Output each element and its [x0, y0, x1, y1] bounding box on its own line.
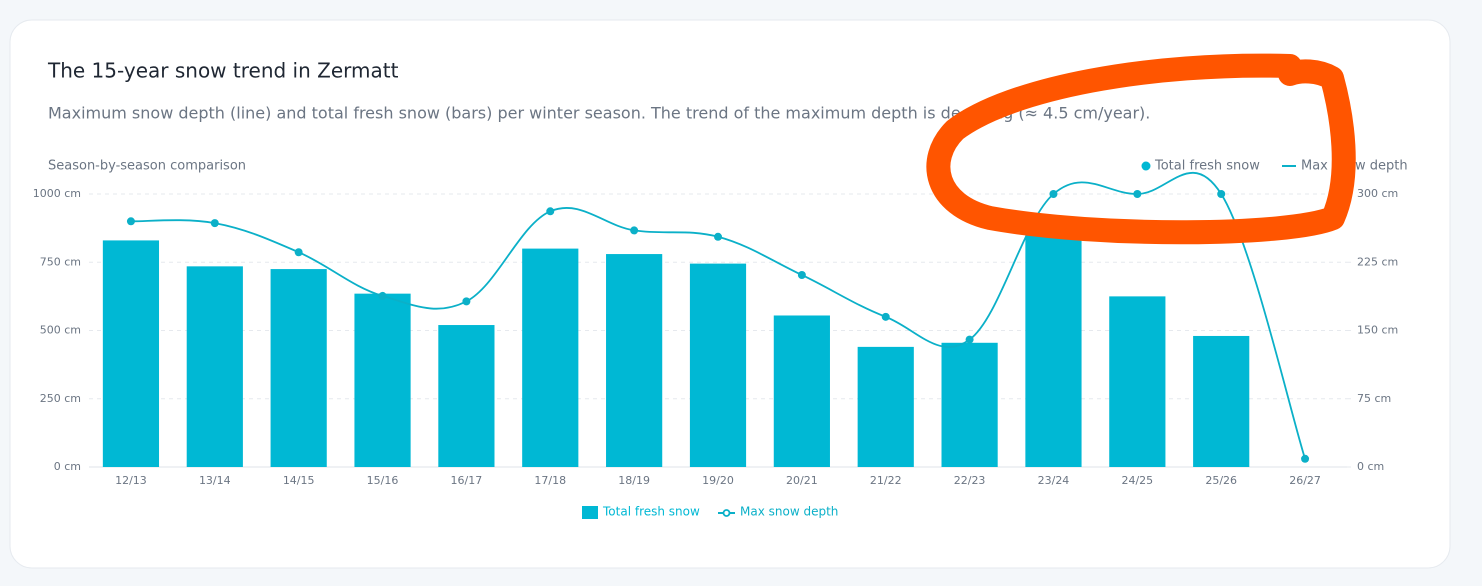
- x-tick-label: 13/14: [199, 474, 231, 487]
- line-point: [881, 312, 890, 321]
- bar: [1193, 335, 1250, 467]
- line-point: [1049, 190, 1058, 198]
- y2-tick-label: 0 cm: [1357, 460, 1384, 473]
- x-tick-label: 25/26: [1205, 474, 1237, 487]
- x-tick-label: 16/17: [451, 474, 483, 487]
- bar: [1025, 225, 1082, 467]
- y2-tick-label: 300 cm: [1357, 187, 1398, 200]
- line-point: [126, 217, 135, 226]
- line-point: [797, 270, 806, 279]
- bar: [438, 325, 495, 467]
- x-tick-label: 22/23: [954, 474, 986, 487]
- y-tick-label: 250 cm: [40, 392, 81, 405]
- x-tick-label: 17/18: [534, 474, 566, 487]
- line-point: [546, 207, 555, 216]
- plot: 0 cm 250 cm 500 cm 750 cm 1000 cm 0 cm 75 cm 15…: [33, 159, 1408, 519]
- x-tick-label: 14/15: [283, 474, 315, 487]
- bar: [689, 263, 747, 467]
- bar: [102, 240, 160, 467]
- x-tick-label: 23/24: [1038, 474, 1070, 487]
- bar: [773, 315, 830, 467]
- bar: [522, 248, 579, 467]
- line-point: [714, 232, 722, 241]
- line-point: [1217, 190, 1226, 198]
- line-point: [294, 248, 303, 257]
- legend-swatch: [582, 506, 598, 519]
- x-tick-label: 12/13: [115, 474, 147, 487]
- y-tick-label: 750 cm: [40, 255, 81, 268]
- chart-title: The 15-year snow trend in Zermatt: [47, 59, 399, 83]
- bar: [186, 266, 243, 467]
- line-point: [210, 219, 219, 228]
- chart-subtitle: Maximum snow depth (line) and total fres…: [48, 104, 1150, 123]
- line-point: [630, 226, 639, 235]
- legend-swatch: [722, 509, 731, 517]
- bar: [941, 342, 998, 467]
- axis-title: Season-by-season comparison: [48, 159, 246, 174]
- x-tick-label: 15/16: [367, 474, 399, 487]
- legend-label: Total fresh snow: [602, 505, 700, 519]
- x-tick-label: 21/22: [870, 474, 902, 487]
- x-tick-label: 24/25: [1121, 474, 1153, 487]
- annotation-scribble: [926, 53, 1356, 245]
- x-tick-label: 20/21: [786, 474, 818, 487]
- bar: [1109, 296, 1166, 467]
- y-tick-label: 500 cm: [40, 324, 81, 337]
- y2-tick-label: 225 cm: [1357, 255, 1398, 268]
- bar: [270, 269, 327, 467]
- y2-tick-label: 75 cm: [1357, 392, 1391, 405]
- legend-swatch: [1141, 161, 1151, 171]
- y-tick-label: 1000 cm: [33, 187, 81, 200]
- line-point: [378, 291, 387, 300]
- line-point: [1133, 190, 1142, 198]
- line-point: [965, 335, 974, 344]
- bar: [354, 293, 411, 467]
- bar: [857, 346, 914, 467]
- y2-tick-label: 150 cm: [1357, 324, 1398, 337]
- line: [130, 171, 1306, 460]
- x-tick-label: 19/20: [702, 474, 734, 487]
- y-tick-label: 0 cm: [54, 460, 81, 473]
- line-point: [1301, 454, 1310, 463]
- x-tick-label: 18/19: [618, 474, 650, 487]
- legend-label: Max snow depth: [740, 505, 838, 519]
- legend-label: Total fresh snow: [1154, 159, 1260, 174]
- bar: [606, 254, 663, 467]
- x-tick-label: 26/27: [1289, 474, 1321, 487]
- line-point: [462, 297, 471, 306]
